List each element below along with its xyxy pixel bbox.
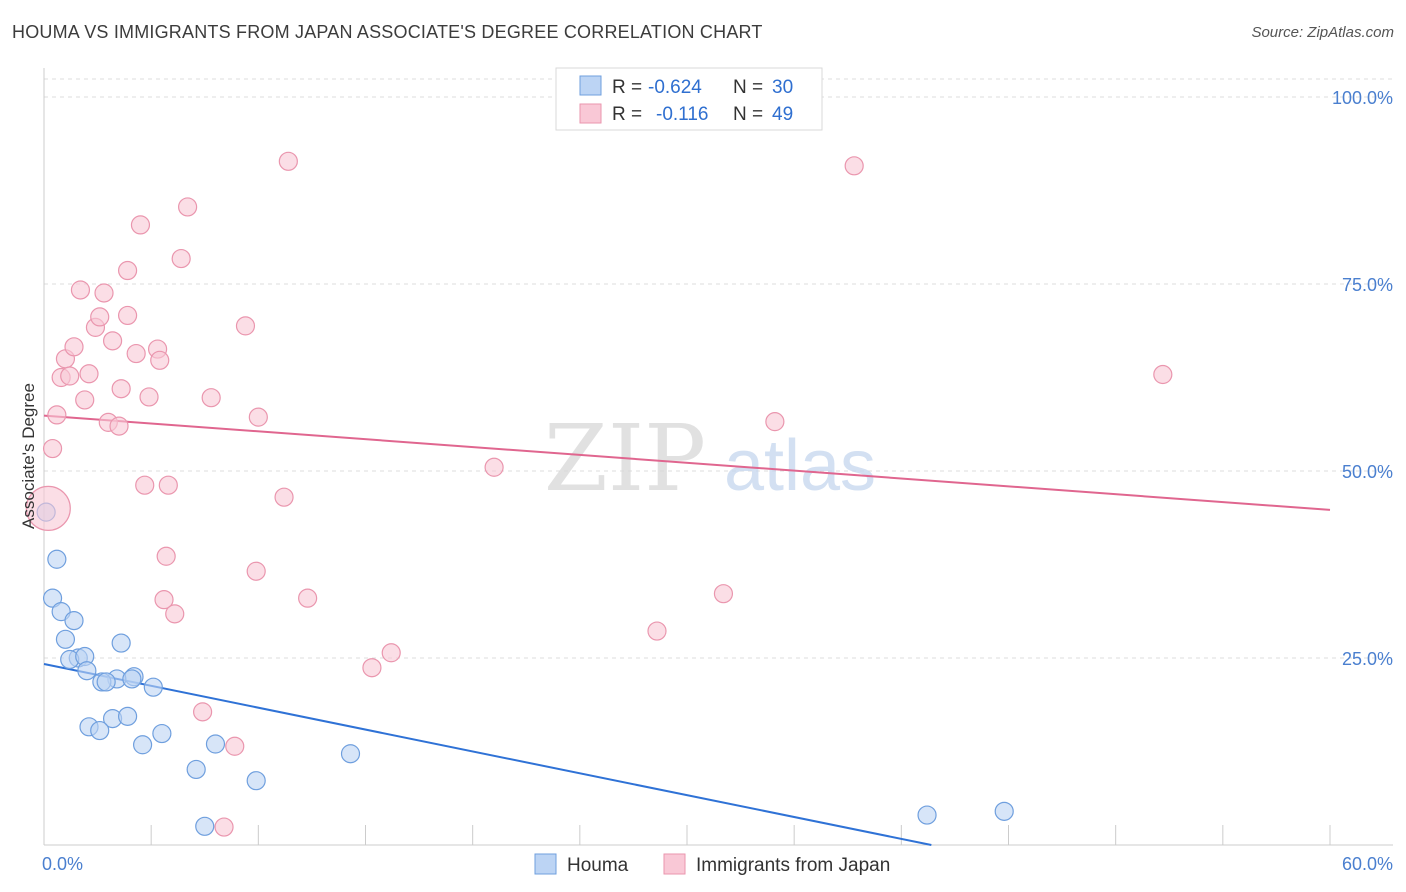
point-japan <box>765 412 785 432</box>
point-japan <box>274 487 294 507</box>
y-tick-label: 50.0% <box>1342 462 1393 482</box>
point-japan <box>150 350 170 370</box>
series-legend: Houma Immigrants from Japan <box>534 853 890 876</box>
point-houma <box>47 549 67 569</box>
point-japan <box>165 604 185 624</box>
point-houma <box>246 771 266 791</box>
legend-n-label-houma: N = <box>733 77 763 98</box>
trend-line-japan <box>43 414 1331 511</box>
point-japan <box>25 485 71 531</box>
bottom-legend-label-japan: Immigrants from Japan <box>696 855 890 876</box>
point-japan <box>1153 364 1173 385</box>
point-japan <box>90 307 110 327</box>
point-japan <box>844 156 864 176</box>
legend-n-value-houma: 30 <box>772 77 793 98</box>
axes <box>43 68 1393 846</box>
y-tick-label: 100.0% <box>1332 88 1393 108</box>
point-japan <box>214 817 234 837</box>
point-houma <box>77 661 97 681</box>
point-houma <box>90 720 110 741</box>
point-japan <box>117 260 138 281</box>
point-japan <box>70 280 91 300</box>
point-japan <box>193 702 213 722</box>
point-japan <box>135 475 155 495</box>
watermark-atlas: atlas <box>724 426 876 506</box>
point-japan <box>156 546 176 566</box>
point-houma <box>42 588 63 608</box>
point-houma <box>195 816 215 836</box>
x-tick-label: 60.0% <box>1342 854 1393 874</box>
bottom-legend-label-houma: Houma <box>567 855 629 876</box>
point-japan <box>278 151 298 171</box>
point-japan <box>158 475 178 495</box>
legend-r-value-houma: -0.624 <box>648 77 702 98</box>
point-japan <box>713 584 734 604</box>
point-japan <box>201 388 221 408</box>
source-label: Source: ZipAtlas.com <box>1251 24 1394 41</box>
point-houma <box>205 734 226 754</box>
point-japan <box>647 621 667 641</box>
point-houma <box>64 610 84 631</box>
point-japan <box>484 457 504 477</box>
axis-labels: 100.0% 75.0% 50.0% 25.0% 0.0% 60.0% Associate'… <box>19 88 1393 874</box>
y-tick-label: 25.0% <box>1342 649 1393 669</box>
point-japan <box>178 197 198 217</box>
trend-lines <box>43 414 1331 846</box>
watermark: ZIP atlas <box>544 405 876 512</box>
point-japan <box>225 736 245 756</box>
point-houma <box>186 759 206 780</box>
point-japan <box>171 248 191 269</box>
point-houma <box>96 672 116 692</box>
point-houma <box>143 677 163 697</box>
point-houma <box>340 744 361 764</box>
point-japan <box>235 316 256 336</box>
x-tick-label: 0.0% <box>42 854 83 874</box>
point-japan <box>79 364 99 384</box>
point-japan <box>248 407 268 427</box>
point-japan <box>381 643 401 663</box>
stats-legend: R = -0.624 N = 30 R = -0.116 N = 49 <box>555 67 823 131</box>
legend-r-label-houma: R = <box>612 77 642 98</box>
point-japan <box>126 343 146 364</box>
point-japan <box>139 387 159 407</box>
point-japan <box>130 215 151 235</box>
bottom-legend-swatch-japan <box>663 853 686 875</box>
trend-line-houma <box>43 663 932 846</box>
point-japan <box>102 331 123 351</box>
point-japan <box>47 405 67 425</box>
chart-title: HOUMA VS IMMIGRANTS FROM JAPAN ASSOCIATE… <box>12 22 763 42</box>
point-houma <box>994 801 1014 821</box>
y-axis-label: Associate's Degree <box>19 383 38 529</box>
legend-swatch-houma <box>579 75 602 96</box>
point-japan <box>109 416 129 436</box>
point-japan <box>94 283 114 303</box>
legend-n-label-japan: N = <box>733 104 763 125</box>
point-japan <box>75 390 95 410</box>
data-points <box>25 151 1173 837</box>
legend-r-value-japan: -0.116 <box>656 104 708 125</box>
point-japan <box>64 337 84 357</box>
legend-swatch-japan <box>579 103 602 124</box>
point-houma <box>122 669 142 689</box>
point-houma <box>111 633 131 653</box>
point-japan <box>111 379 131 399</box>
point-japan <box>154 590 174 610</box>
point-houma <box>55 629 76 649</box>
point-japan <box>60 366 80 386</box>
point-japan <box>42 438 63 459</box>
point-japan <box>362 658 382 678</box>
gridlines <box>44 78 1393 659</box>
point-houma <box>917 805 937 825</box>
y-tick-label: 75.0% <box>1342 275 1393 295</box>
point-houma <box>132 735 153 755</box>
point-japan <box>246 561 266 581</box>
point-japan <box>298 588 318 608</box>
bottom-legend-swatch-houma <box>534 853 557 875</box>
point-japan <box>117 305 138 326</box>
legend-r-label-japan: R = <box>612 104 642 125</box>
point-houma <box>117 706 138 726</box>
legend-n-value-japan: 49 <box>772 104 793 125</box>
point-houma <box>152 723 172 744</box>
